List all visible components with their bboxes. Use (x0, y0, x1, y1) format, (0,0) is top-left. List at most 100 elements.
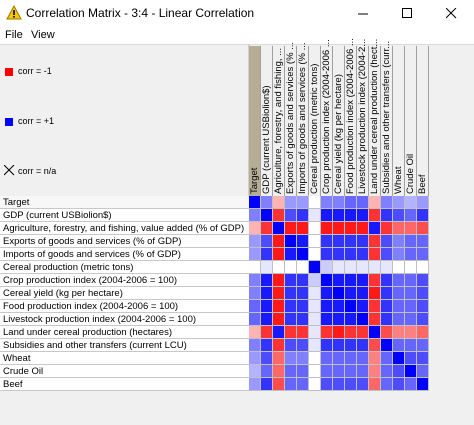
matrix-cell[interactable] (405, 196, 417, 209)
matrix-cell[interactable] (369, 313, 381, 326)
matrix-cell[interactable] (405, 339, 417, 352)
matrix-cell[interactable] (273, 313, 285, 326)
matrix-cell[interactable] (333, 352, 345, 365)
matrix-cell[interactable] (417, 352, 429, 365)
matrix-cell[interactable] (381, 339, 393, 352)
matrix-cell[interactable] (345, 248, 357, 261)
matrix-cell[interactable] (369, 287, 381, 300)
matrix-cell[interactable] (309, 235, 321, 248)
matrix-cell[interactable] (393, 209, 405, 222)
matrix-cell[interactable] (381, 261, 393, 274)
matrix-cell[interactable] (333, 365, 345, 378)
matrix-cell[interactable] (369, 235, 381, 248)
matrix-cell[interactable] (261, 313, 273, 326)
matrix-cell[interactable] (345, 352, 357, 365)
matrix-cell[interactable] (285, 339, 297, 352)
matrix-cell[interactable] (345, 235, 357, 248)
matrix-cell[interactable] (417, 235, 429, 248)
matrix-cell[interactable] (309, 378, 321, 391)
matrix-cell[interactable] (261, 235, 273, 248)
matrix-cell[interactable] (405, 287, 417, 300)
matrix-cell[interactable] (321, 235, 333, 248)
matrix-cell[interactable] (381, 365, 393, 378)
matrix-cell[interactable] (321, 248, 333, 261)
matrix-cell[interactable] (345, 365, 357, 378)
matrix-cell[interactable] (393, 196, 405, 209)
matrix-cell[interactable] (405, 248, 417, 261)
matrix-cell[interactable] (393, 261, 405, 274)
maximize-button[interactable] (386, 0, 430, 27)
matrix-cell[interactable] (369, 196, 381, 209)
matrix-cell[interactable] (309, 326, 321, 339)
matrix-cell[interactable] (297, 378, 309, 391)
matrix-cell[interactable] (285, 326, 297, 339)
matrix-cell[interactable] (357, 378, 369, 391)
matrix-cell[interactable] (417, 313, 429, 326)
matrix-cell[interactable] (393, 326, 405, 339)
matrix-cell[interactable] (357, 352, 369, 365)
matrix-cell[interactable] (249, 196, 261, 209)
matrix-cell[interactable] (357, 326, 369, 339)
matrix-cell[interactable] (249, 209, 261, 222)
matrix-cell[interactable] (321, 352, 333, 365)
matrix-cell[interactable] (405, 235, 417, 248)
matrix-cell[interactable] (273, 235, 285, 248)
matrix-cell[interactable] (345, 261, 357, 274)
matrix-cell[interactable] (297, 287, 309, 300)
matrix-cell[interactable] (345, 300, 357, 313)
matrix-cell[interactable] (357, 339, 369, 352)
matrix-cell[interactable] (417, 222, 429, 235)
matrix-cell[interactable] (369, 365, 381, 378)
matrix-cell[interactable] (345, 326, 357, 339)
matrix-cell[interactable] (405, 261, 417, 274)
matrix-cell[interactable] (333, 261, 345, 274)
matrix-cell[interactable] (261, 287, 273, 300)
matrix-cell[interactable] (333, 222, 345, 235)
matrix-cell[interactable] (381, 326, 393, 339)
matrix-cell[interactable] (273, 248, 285, 261)
matrix-cell[interactable] (405, 300, 417, 313)
matrix-cell[interactable] (249, 352, 261, 365)
matrix-cell[interactable] (381, 248, 393, 261)
matrix-cell[interactable] (393, 365, 405, 378)
matrix-cell[interactable] (261, 378, 273, 391)
matrix-cell[interactable] (381, 287, 393, 300)
matrix-cell[interactable] (273, 352, 285, 365)
matrix-cell[interactable] (249, 235, 261, 248)
matrix-cell[interactable] (273, 378, 285, 391)
matrix-cell[interactable] (309, 365, 321, 378)
matrix-cell[interactable] (297, 235, 309, 248)
matrix-cell[interactable] (285, 274, 297, 287)
matrix-cell[interactable] (417, 287, 429, 300)
matrix-cell[interactable] (297, 196, 309, 209)
matrix-cell[interactable] (381, 235, 393, 248)
matrix-cell[interactable] (285, 287, 297, 300)
matrix-cell[interactable] (309, 274, 321, 287)
matrix-cell[interactable] (393, 352, 405, 365)
matrix-cell[interactable] (261, 209, 273, 222)
matrix-cell[interactable] (345, 222, 357, 235)
matrix-cell[interactable] (357, 261, 369, 274)
matrix-cell[interactable] (321, 209, 333, 222)
matrix-cell[interactable] (345, 209, 357, 222)
matrix-cell[interactable] (249, 365, 261, 378)
matrix-cell[interactable] (285, 352, 297, 365)
matrix-cell[interactable] (285, 222, 297, 235)
matrix-cell[interactable] (321, 365, 333, 378)
matrix-cell[interactable] (417, 248, 429, 261)
matrix-cell[interactable] (393, 378, 405, 391)
matrix-cell[interactable] (273, 261, 285, 274)
matrix-cell[interactable] (393, 222, 405, 235)
matrix-cell[interactable] (333, 248, 345, 261)
matrix-cell[interactable] (285, 313, 297, 326)
matrix-cell[interactable] (417, 274, 429, 287)
menu-view[interactable]: View (31, 29, 55, 41)
matrix-cell[interactable] (273, 209, 285, 222)
matrix-cell[interactable] (249, 274, 261, 287)
matrix-cell[interactable] (333, 313, 345, 326)
matrix-cell[interactable] (261, 274, 273, 287)
matrix-cell[interactable] (321, 287, 333, 300)
matrix-cell[interactable] (357, 235, 369, 248)
matrix-cell[interactable] (357, 274, 369, 287)
matrix-cell[interactable] (369, 300, 381, 313)
